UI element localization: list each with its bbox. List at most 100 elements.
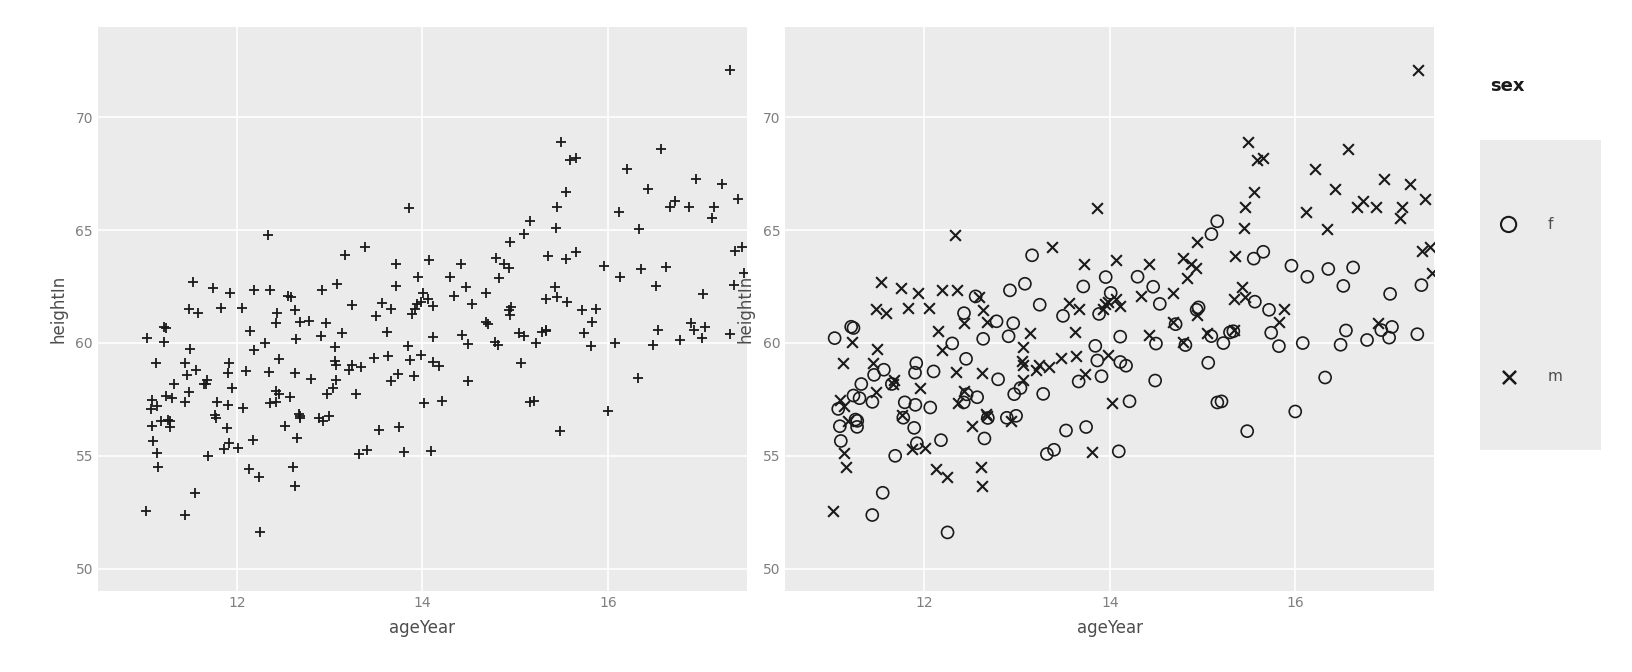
Point [1366,317,1392,328]
Point [1294,271,1320,282]
Point [1221,293,1247,304]
Point [1204,397,1231,408]
Point [455,375,481,386]
Point [827,435,854,446]
Point [902,358,929,368]
Point [310,285,336,296]
Point [1397,179,1423,190]
Point [447,258,473,269]
Point [346,449,372,460]
Point [842,414,868,425]
Point [571,327,597,338]
Point [1049,310,1075,321]
Point [1170,337,1196,347]
Point [194,450,220,461]
Point [330,328,356,339]
Point [1221,326,1247,337]
Point [951,308,978,319]
Point [1071,259,1097,269]
Point [968,462,994,473]
Point [362,310,388,321]
Point [1084,203,1110,214]
Point [411,398,437,409]
Point [1232,201,1258,212]
Point [827,395,854,406]
Point [395,341,421,351]
Point [870,487,896,498]
Point [1084,355,1110,366]
Point [194,375,220,386]
Point [263,308,289,319]
Point [628,263,654,274]
Point [323,374,349,385]
Point [912,442,938,453]
Point [1315,263,1342,274]
Point [171,509,197,520]
Point [1185,302,1211,312]
Point [635,183,661,194]
Point [1183,262,1209,273]
Point [1377,288,1404,299]
Point [473,317,499,328]
Point [215,358,242,368]
Point [535,251,561,261]
Point [1314,223,1340,234]
Point [384,259,410,269]
Point [323,342,349,353]
Point [201,282,227,293]
Point [945,285,971,296]
Point [145,461,171,472]
Point [730,242,756,253]
Point [994,413,1020,423]
Point [666,335,692,345]
Point [917,402,943,413]
Point [871,364,898,375]
Point [563,153,589,164]
Point [263,397,289,408]
Point [282,481,308,492]
Point [176,304,202,314]
Point [310,416,336,427]
Point [1417,242,1443,253]
Point [276,291,302,302]
Point [607,271,633,282]
Point [1289,338,1315,349]
Point [287,411,313,421]
Point [207,303,233,314]
Point [718,65,744,75]
Point [1170,253,1196,263]
Point [1061,327,1087,337]
Point [1113,360,1139,371]
Point [844,415,870,426]
Point [137,404,163,415]
Point [863,386,889,397]
Point [1009,355,1035,366]
Point [214,368,240,378]
Point [242,344,268,355]
Point [821,333,847,343]
Point [1128,290,1154,301]
Point [1198,331,1224,341]
Point [1368,325,1394,335]
Point [1217,327,1244,338]
Point [863,304,889,314]
Point [1301,164,1327,175]
Point [1066,376,1092,387]
Point [297,374,323,384]
Point [1208,396,1234,407]
Point [555,296,581,307]
Point [225,442,251,453]
Point [591,260,617,271]
Point [1053,425,1079,436]
Point [366,425,392,436]
Point [1018,250,1044,261]
Point [1363,202,1389,213]
Point [1000,389,1027,400]
Point [858,509,885,520]
Point [348,362,374,372]
Point [1335,143,1361,154]
Point [1090,303,1116,314]
Point [308,331,335,341]
Point [700,212,726,223]
Point [246,527,273,538]
